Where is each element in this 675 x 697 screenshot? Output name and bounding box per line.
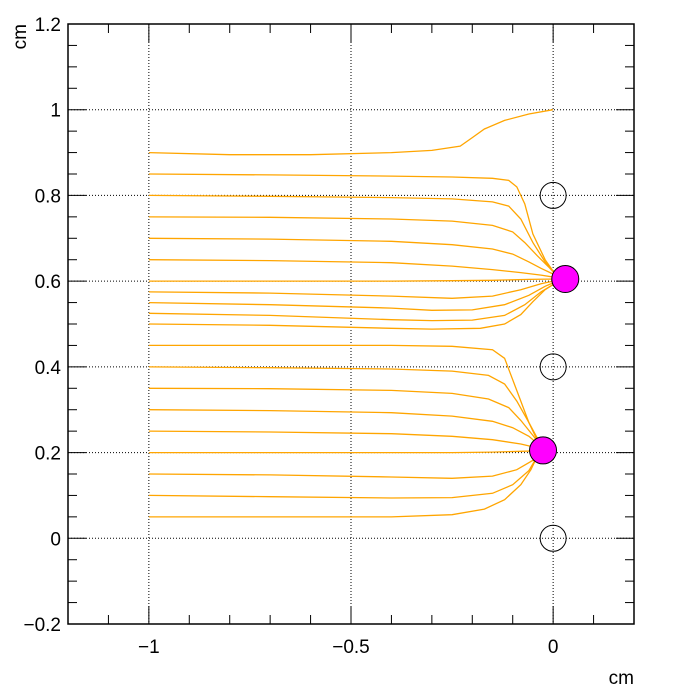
field-line (148, 194, 558, 277)
open-circle-marker (539, 353, 567, 381)
y-tick-label: 0 (50, 529, 61, 550)
field-line (148, 278, 558, 282)
x-tick-label: −0.5 (332, 637, 370, 658)
field-line (148, 109, 554, 156)
field-line (148, 237, 558, 277)
y-tick-label: 0.4 (35, 358, 62, 379)
filled-circle-marker (551, 265, 580, 293)
field-line (148, 430, 540, 449)
field-line (148, 366, 544, 448)
electrode-markers (529, 181, 580, 552)
field-line (148, 281, 558, 330)
field-line (148, 453, 540, 479)
field-line (148, 279, 558, 299)
field-line (148, 281, 558, 322)
x-tick-label: −1 (138, 637, 160, 658)
field-line (148, 409, 540, 446)
y-tick-label: 0.6 (35, 272, 61, 293)
field-line (148, 280, 558, 311)
open-circle-marker (539, 524, 567, 552)
x-tick-label: 0 (548, 637, 559, 658)
y-tick-label: 1 (50, 101, 61, 122)
y-axis-label: cm (10, 24, 31, 49)
y-tick-label: 0.2 (35, 444, 61, 465)
field-line (148, 216, 558, 277)
field-lines (148, 109, 558, 518)
x-axis-label: cm (609, 668, 634, 689)
field-line (148, 259, 558, 279)
field-line (148, 173, 558, 278)
field-line (148, 450, 538, 454)
field-line (148, 456, 538, 518)
y-tick-label: 0.8 (35, 186, 61, 207)
filled-circle-marker (529, 436, 558, 465)
axis-ticks (67, 23, 635, 625)
y-tick-label: 1.2 (35, 15, 61, 36)
tick-labels: −1 −0.5 0 −0.2 0 0.2 0.4 0.6 0.8 1 1.2 (23, 15, 558, 658)
y-tick-label: −0.2 (23, 615, 61, 636)
open-circle-marker (539, 181, 567, 209)
field-line (148, 387, 542, 447)
field-line (148, 456, 538, 499)
